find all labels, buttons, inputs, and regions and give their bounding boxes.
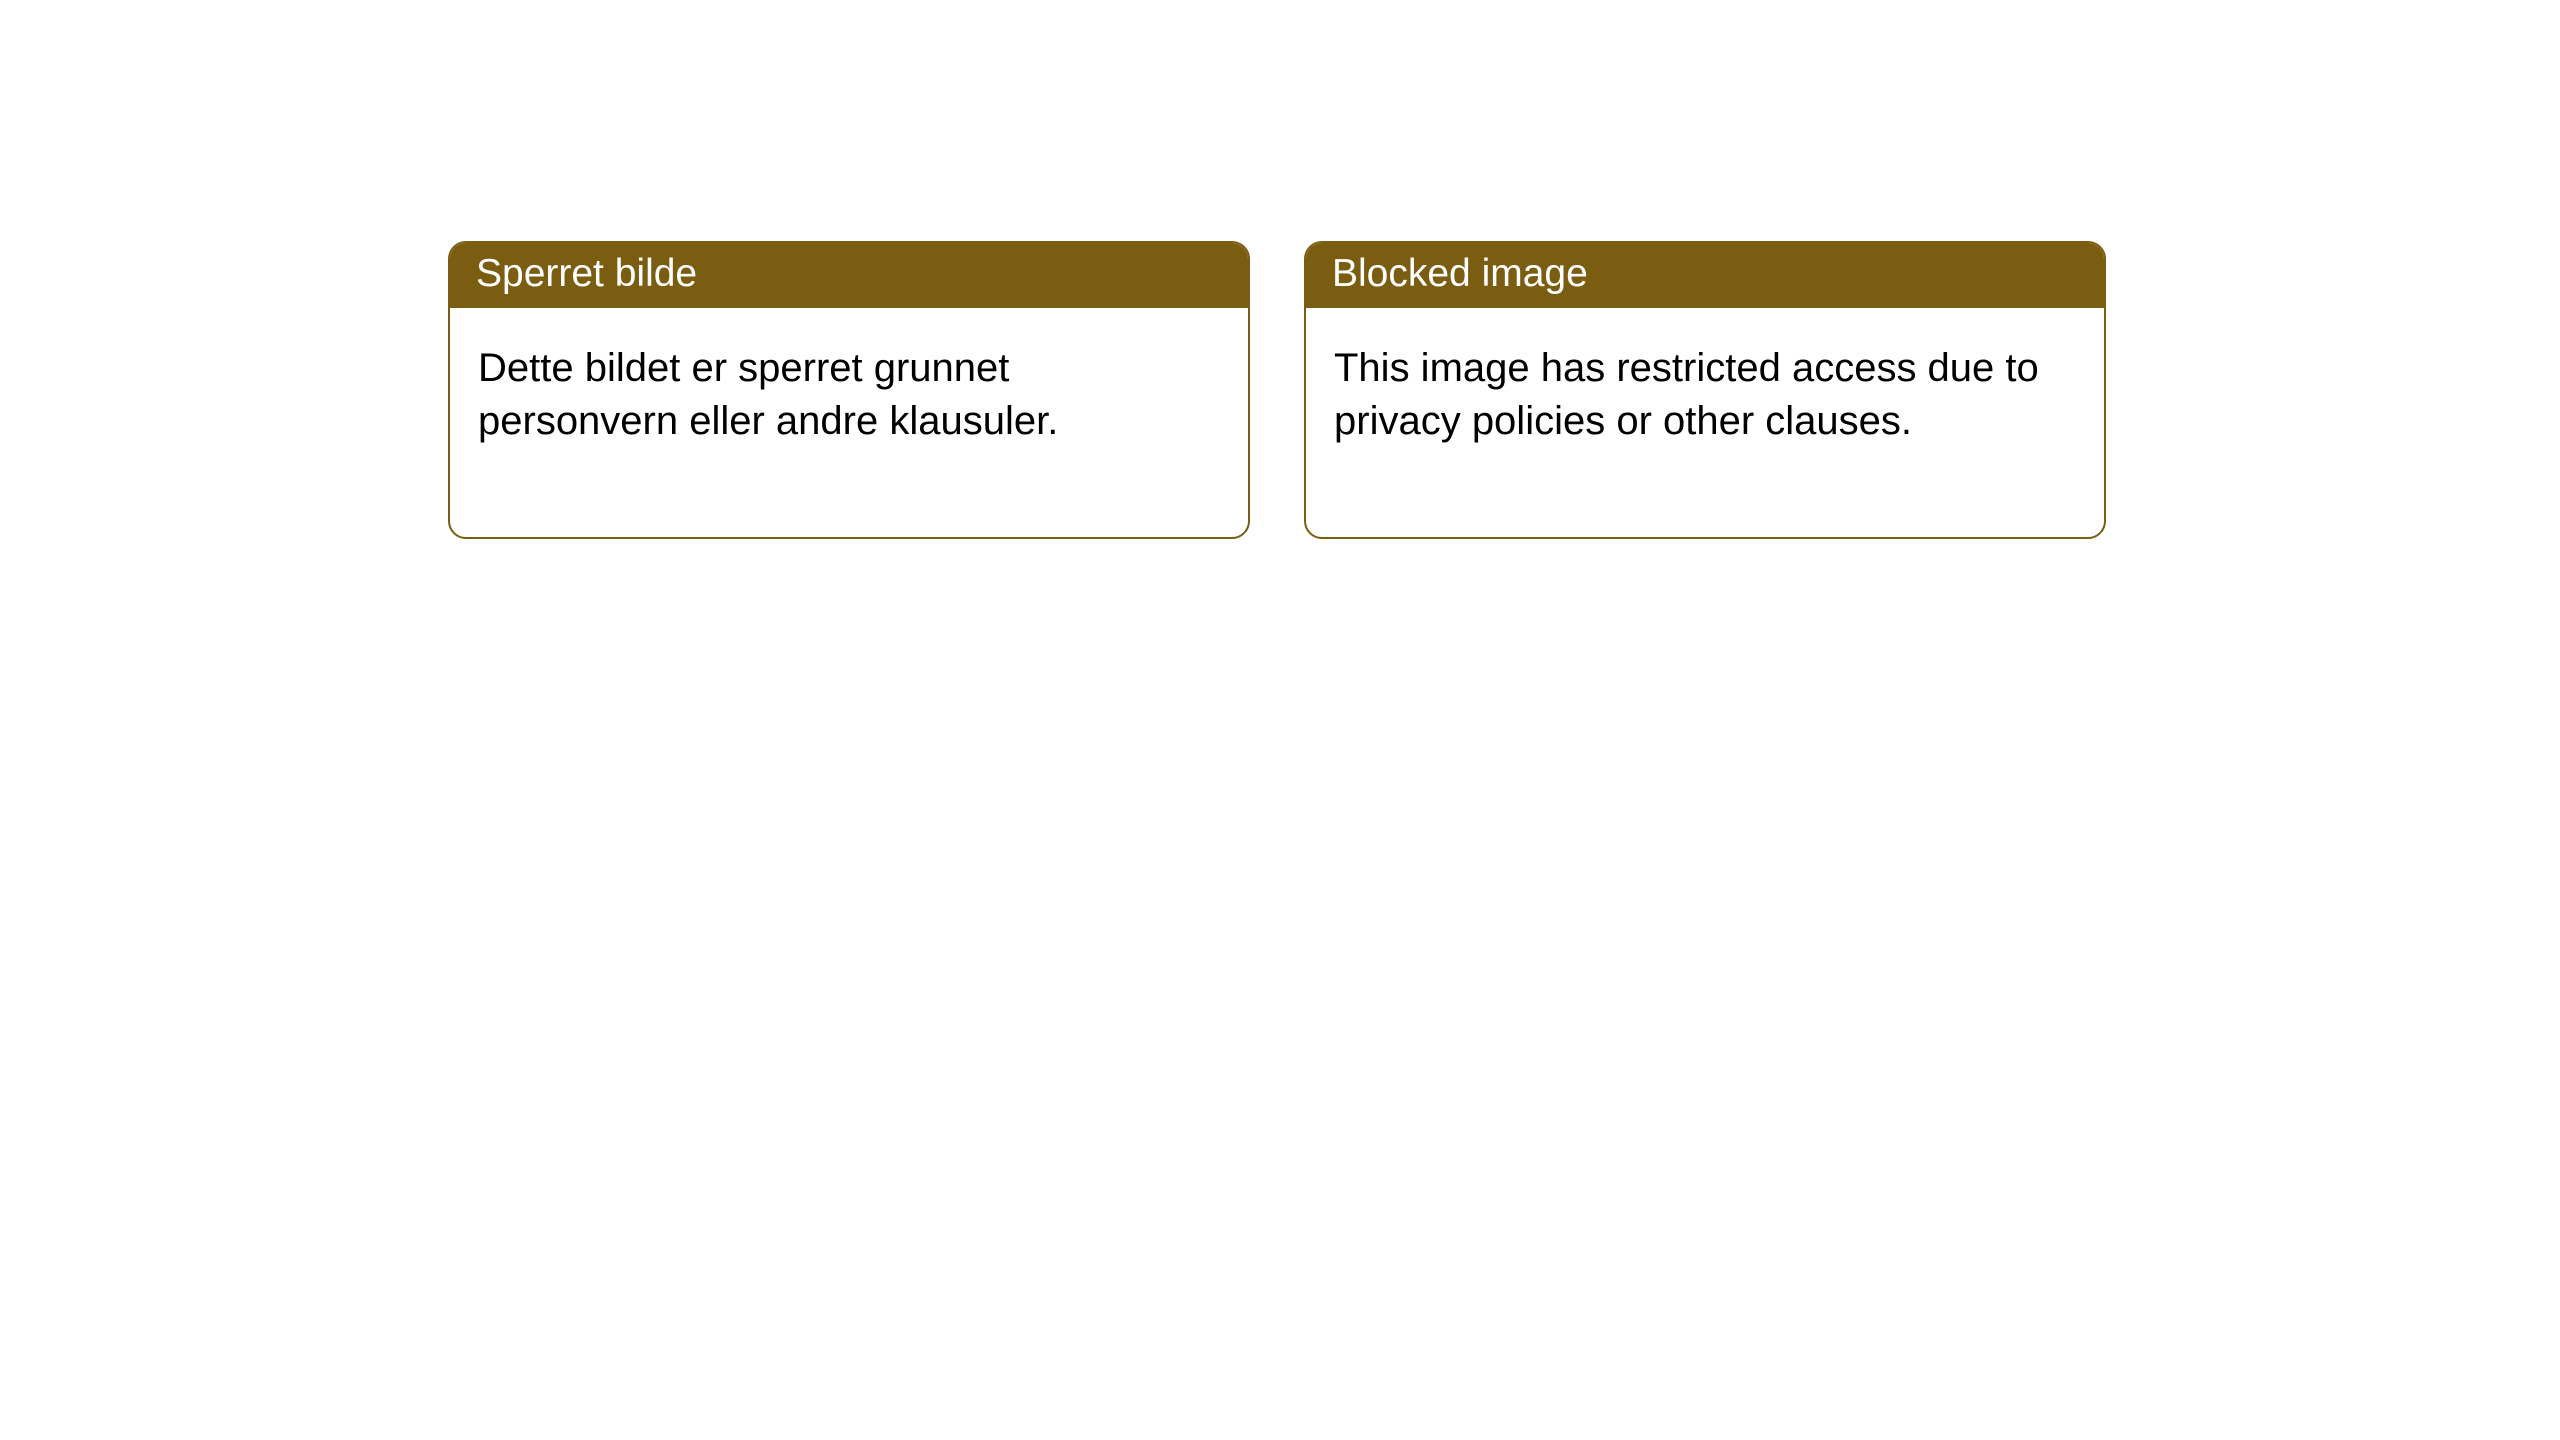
notice-body-no: Dette bildet er sperret grunnet personve… <box>450 308 1248 538</box>
notice-title-en: Blocked image <box>1306 243 2104 308</box>
notice-card-no: Sperret bilde Dette bildet er sperret gr… <box>448 241 1250 539</box>
notice-card-en: Blocked image This image has restricted … <box>1304 241 2106 539</box>
notice-body-en: This image has restricted access due to … <box>1306 308 2104 538</box>
notice-cards-row: Sperret bilde Dette bildet er sperret gr… <box>0 0 2560 539</box>
notice-title-no: Sperret bilde <box>450 243 1248 308</box>
